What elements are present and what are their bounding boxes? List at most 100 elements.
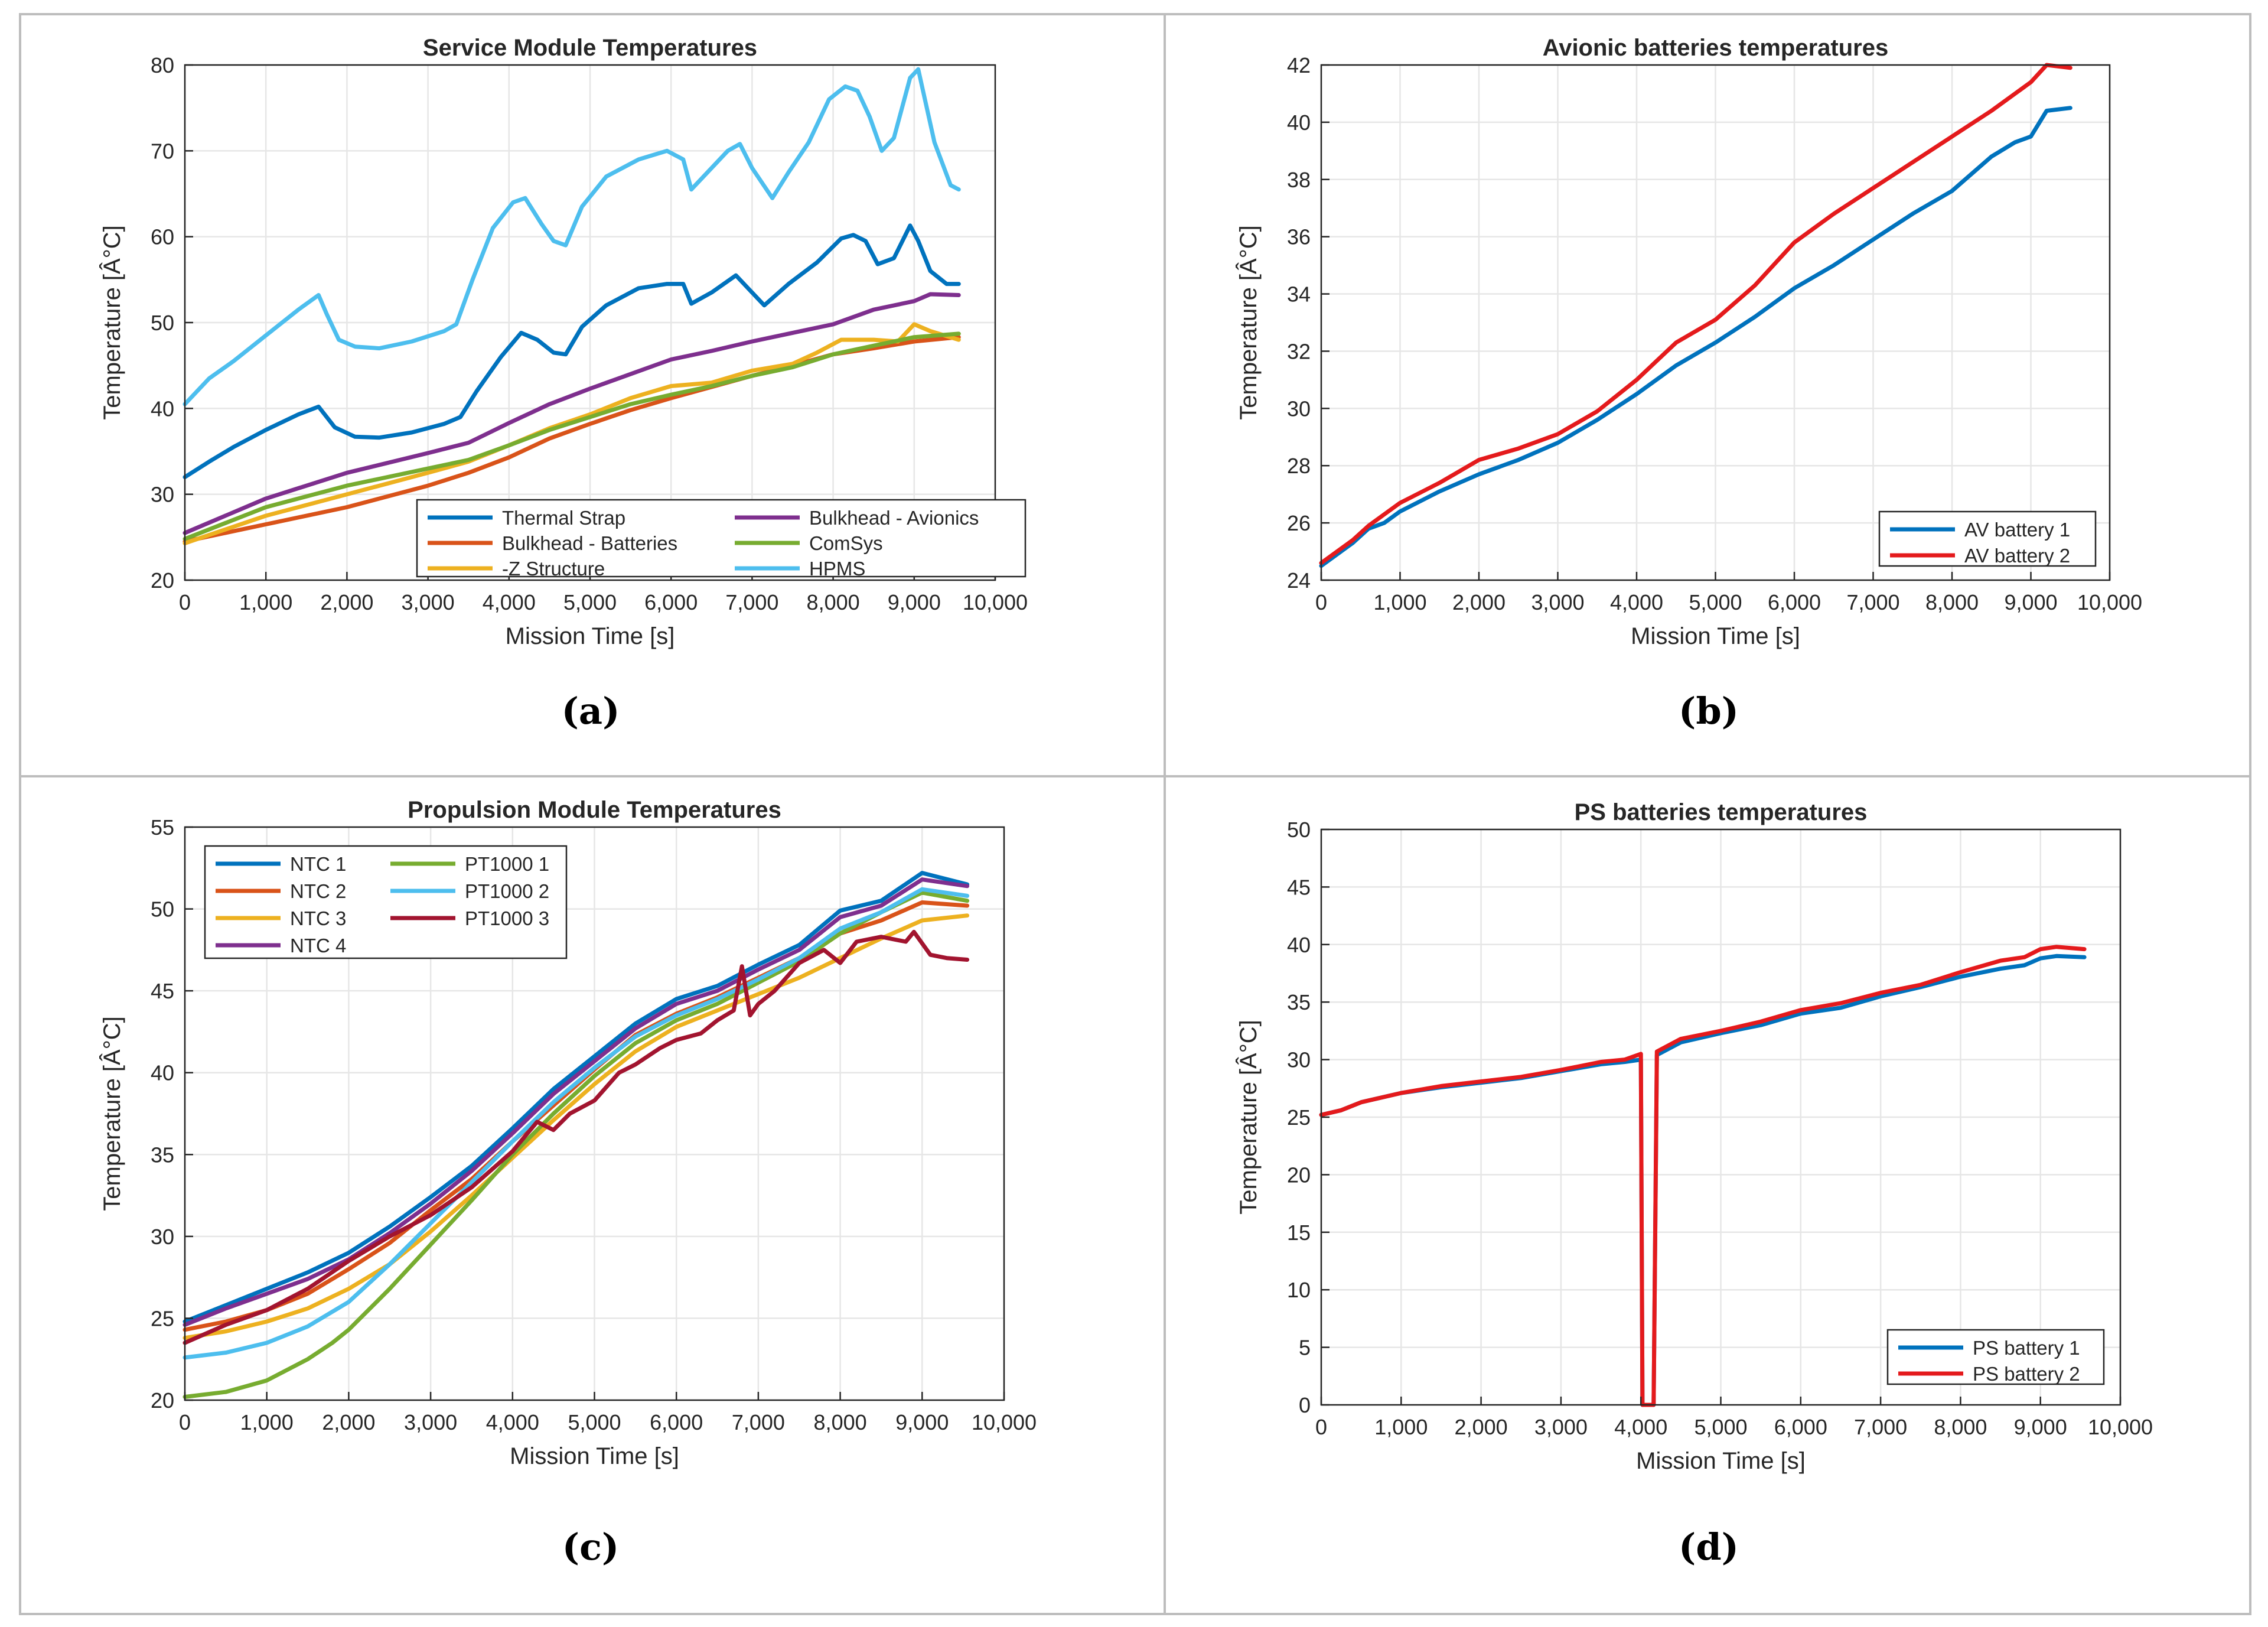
x-tick-label: 4,000: [1610, 590, 1663, 614]
chart-title: PS batteries temperatures: [1575, 799, 1868, 825]
y-tick-label: 26: [1287, 511, 1311, 535]
series-line-hpms: [183, 67, 961, 406]
y-axis-label: Temperature [Â°C]: [99, 225, 125, 419]
legend-label: PT1000 2: [465, 880, 549, 902]
legend: Thermal Strap Bulkhead - Batteries -Z Stru…: [416, 499, 1027, 580]
panel-b: 0 1,000 2,000 3,000 4,000 5,000 6,000 7,000 8,00…: [1235, 35, 2142, 649]
x-tick-label: 7,000: [1854, 1415, 1907, 1439]
x-tick-label: 10,000: [2077, 590, 2142, 614]
x-tick-label: 8,000: [1925, 590, 1979, 614]
legend-label: ComSys: [809, 532, 883, 554]
x-axis-label: Mission Time [s]: [506, 623, 675, 649]
legend-label: NTC 4: [290, 935, 346, 956]
y-tick-label: 50: [1287, 818, 1311, 842]
y-tick-label: 0: [1299, 1393, 1311, 1417]
panel-c: 0 1,000 2,000 3,000 4,000 5,000 6,000 7,000 8,00…: [99, 797, 1037, 1469]
y-tick-label: 10: [1287, 1278, 1311, 1302]
legend-label: NTC 2: [290, 880, 346, 902]
y-tick-label: 50: [151, 311, 174, 335]
series-line-ntc-4: [183, 877, 970, 1327]
x-tick-label: 0: [1315, 590, 1327, 614]
x-tick-label: 8,000: [1934, 1415, 1987, 1439]
legend-box: [416, 499, 1027, 578]
x-axis-label: Mission Time [s]: [510, 1443, 679, 1469]
y-tick-label: 36: [1287, 225, 1311, 249]
x-tick-label: 7,000: [1846, 590, 1899, 614]
x-tick-label: 1,000: [1373, 590, 1426, 614]
y-axis-label: Temperature [Â°C]: [1235, 225, 1262, 419]
x-tick-label: 2,000: [320, 590, 373, 614]
series-line-bulkhead-avionics: [183, 292, 961, 535]
y-tick-label: 28: [1287, 454, 1311, 478]
x-tick-label: 10,000: [972, 1410, 1037, 1434]
x-tick-label: 7,000: [732, 1410, 785, 1434]
caption-c: (c): [562, 1525, 619, 1569]
y-tick-label: 5: [1299, 1336, 1311, 1360]
caption-d: (d): [1679, 1525, 1739, 1569]
legend-label: PS battery 1: [1973, 1337, 2080, 1359]
y-tick-label: 24: [1287, 568, 1311, 593]
x-tick-label: 9,000: [888, 590, 941, 614]
y-axis-label: Temperature [Â°C]: [99, 1016, 125, 1211]
legend-label: AV battery 2: [1964, 545, 2070, 567]
y-tick-label: 45: [1287, 875, 1311, 899]
panel-a: 0 1,000 2,000 3,000 4,000 5,000 6,000 7,000 8,00…: [99, 35, 1028, 649]
legend-label: Bulkhead - Avionics: [809, 507, 979, 529]
y-tick-label: 34: [1287, 282, 1311, 307]
x-tick-label: 6,000: [1774, 1415, 1827, 1439]
y-tick-label: 30: [151, 1225, 174, 1249]
x-tick-label: 1,000: [240, 1410, 294, 1434]
y-tick-label: 20: [151, 1388, 174, 1413]
y-tick-label: 32: [1287, 339, 1311, 363]
series-line-thermal-strap: [183, 223, 961, 480]
legend-label: HPMS: [809, 558, 865, 580]
series-line-pt1000-3: [183, 929, 970, 1345]
x-tick-label: 5,000: [1689, 590, 1742, 614]
x-tick-label: 9,000: [895, 1410, 949, 1434]
series-line-comsys: [183, 331, 961, 541]
y-tick-label: 30: [1287, 1048, 1311, 1072]
y-tick-label: 60: [151, 225, 174, 249]
series-line-ntc-3: [183, 913, 970, 1340]
y-tick-label: 30: [1287, 396, 1311, 421]
x-tick-label: 3,000: [404, 1410, 457, 1434]
x-tick-label: 6,000: [1768, 590, 1821, 614]
legend-label: NTC 1: [290, 853, 346, 875]
panel-borders: [19, 13, 2251, 1615]
y-tick-label: 80: [151, 53, 174, 77]
legend-label: AV battery 1: [1964, 519, 2070, 541]
y-tick-label: 40: [151, 396, 174, 421]
x-tick-label: 9,000: [2014, 1415, 2067, 1439]
legend-label: PT1000 1: [465, 853, 549, 875]
x-tick-label: 2,000: [1452, 590, 1506, 614]
x-tick-label: 3,000: [1531, 590, 1584, 614]
x-tick-label: 1,000: [1374, 1415, 1428, 1439]
y-tick-label: 70: [151, 139, 174, 163]
y-axis-label: Temperature [Â°C]: [1235, 1020, 1262, 1214]
x-axis-label: Mission Time [s]: [1636, 1448, 1806, 1474]
y-tick-label: 40: [1287, 933, 1311, 957]
x-tick-label: 10,000: [963, 590, 1028, 614]
x-tick-label: 1,000: [239, 590, 292, 614]
x-tick-label: 5,000: [563, 590, 617, 614]
legend-label: NTC 3: [290, 907, 346, 929]
x-tick-label: 0: [179, 1410, 191, 1434]
series-line-av-battery-1: [1319, 106, 2073, 568]
series-line-pt1000-1: [183, 890, 970, 1399]
legend: NTC 1 NTC 2 NTC 3 NTC 4 PT1000 1 PT1000 2 PT10…: [204, 845, 568, 959]
x-tick-label: 0: [179, 590, 191, 614]
x-tick-label: 3,000: [1534, 1415, 1588, 1439]
caption-b: (b): [1679, 689, 1739, 733]
series-line-av-battery-2: [1319, 63, 2073, 565]
y-tick-label: 40: [151, 1061, 174, 1085]
panel-d: 0 1,000 2,000 3,000 4,000 5,000 6,000 7,000 8,00…: [1235, 799, 2153, 1474]
y-tick-label: 40: [1287, 110, 1311, 135]
x-tick-label: 10,000: [2088, 1415, 2153, 1439]
y-tick-label: 15: [1287, 1221, 1311, 1245]
y-tick-label: 45: [151, 979, 174, 1003]
legend: PS battery 1 PS battery 2: [1886, 1329, 2105, 1385]
x-tick-label: 6,000: [650, 1410, 703, 1434]
x-tick-label: 4,000: [486, 1410, 539, 1434]
legend-label: Thermal Strap: [502, 507, 625, 529]
